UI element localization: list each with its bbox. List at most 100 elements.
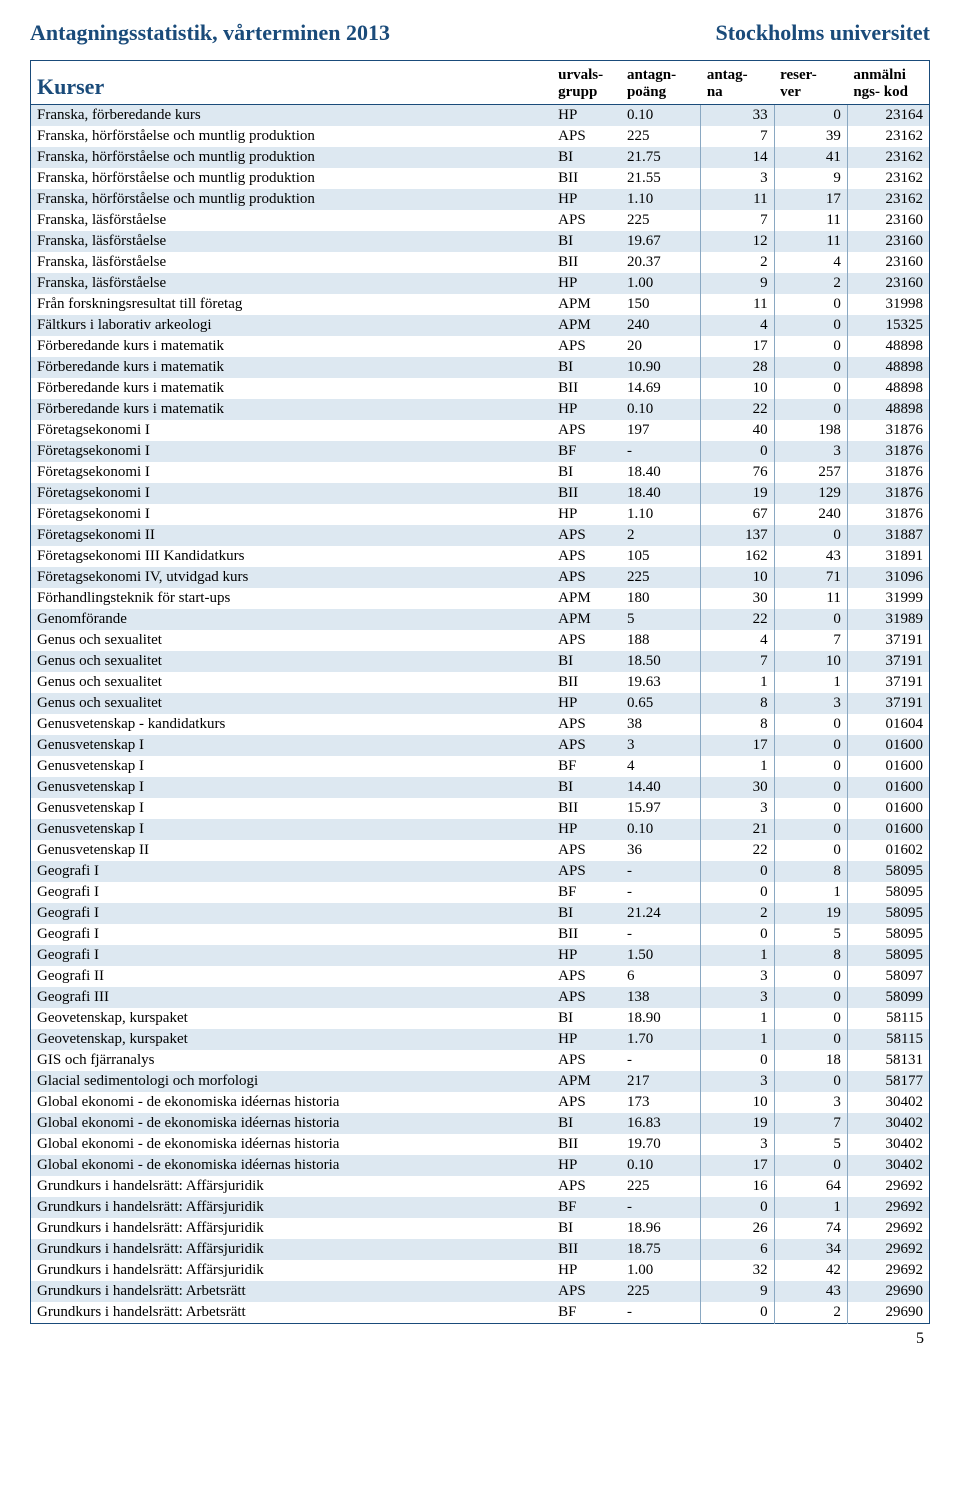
cell-kod: 29692 [847, 1197, 929, 1218]
cell-antagnpoang: 36 [621, 840, 701, 861]
cell-antagnpoang: 225 [621, 126, 701, 147]
cell-urvalsgrupp: APS [552, 861, 621, 882]
cell-urvalsgrupp: BI [552, 462, 621, 483]
table-row: Genus och sexualitetAPS1884737191 [31, 630, 930, 651]
cell-antagna: 17 [701, 735, 774, 756]
cell-antagna: 9 [701, 273, 774, 294]
cell-reserver: 10 [774, 651, 847, 672]
cell-reserver: 0 [774, 1029, 847, 1050]
cell-reserver: 0 [774, 315, 847, 336]
cell-urvalsgrupp: BI [552, 1218, 621, 1239]
table-row: Genus och sexualitetBI18.5071037191 [31, 651, 930, 672]
cell-urvalsgrupp: HP [552, 1155, 621, 1176]
cell-urvalsgrupp: BII [552, 168, 621, 189]
cell-urvalsgrupp: APS [552, 630, 621, 651]
cell-course-name: Grundkurs i handelsrätt: Affärsjuridik [31, 1239, 553, 1260]
cell-antagnpoang: - [621, 441, 701, 462]
cell-kod: 23164 [847, 105, 929, 127]
table-row: Grundkurs i handelsrätt: AffärsjuridikAP… [31, 1176, 930, 1197]
cell-antagna: 0 [701, 882, 774, 903]
header-urvals2: grupp [558, 84, 597, 100]
cell-course-name: Global ekonomi - de ekonomiska idéernas … [31, 1155, 553, 1176]
cell-urvalsgrupp: HP [552, 1260, 621, 1281]
cell-course-name: Genusvetenskap I [31, 819, 553, 840]
cell-antagna: 4 [701, 630, 774, 651]
cell-reserver: 11 [774, 210, 847, 231]
cell-kod: 37191 [847, 630, 929, 651]
cell-urvalsgrupp: BI [552, 231, 621, 252]
cell-kod: 31998 [847, 294, 929, 315]
cell-urvalsgrupp: APS [552, 1050, 621, 1071]
cell-antagna: 0 [701, 1302, 774, 1324]
cell-course-name: Genus och sexualitet [31, 672, 553, 693]
cell-urvalsgrupp: APS [552, 1281, 621, 1302]
cell-antagna: 4 [701, 315, 774, 336]
table-row: Förberedande kurs i matematikBII14.69100… [31, 378, 930, 399]
cell-urvalsgrupp: APM [552, 294, 621, 315]
table-row: Genusvetenskap IAPS317001600 [31, 735, 930, 756]
cell-reserver: 3 [774, 693, 847, 714]
cell-antagnpoang: 15.97 [621, 798, 701, 819]
cell-antagna: 19 [701, 483, 774, 504]
table-row: Företagsekonomi IBF-0331876 [31, 441, 930, 462]
cell-urvalsgrupp: HP [552, 819, 621, 840]
cell-reserver: 0 [774, 840, 847, 861]
cell-urvalsgrupp: APS [552, 336, 621, 357]
cell-course-name: Genusvetenskap II [31, 840, 553, 861]
cell-course-name: Grundkurs i handelsrätt: Affärsjuridik [31, 1260, 553, 1281]
cell-antagnpoang: 225 [621, 1176, 701, 1197]
cell-course-name: Företagsekonomi I [31, 462, 553, 483]
cell-course-name: Grundkurs i handelsrätt: Affärsjuridik [31, 1218, 553, 1239]
table-row: Global ekonomi - de ekonomiska idéernas … [31, 1092, 930, 1113]
table-row: Franska, hörförståelse och muntlig produ… [31, 189, 930, 210]
cell-reserver: 2 [774, 273, 847, 294]
cell-urvalsgrupp: APS [552, 1176, 621, 1197]
cell-urvalsgrupp: HP [552, 105, 621, 127]
cell-antagnpoang: 188 [621, 630, 701, 651]
cell-reserver: 5 [774, 924, 847, 945]
cell-antagnpoang: 217 [621, 1071, 701, 1092]
cell-reserver: 0 [774, 756, 847, 777]
cell-antagna: 1 [701, 1029, 774, 1050]
cell-reserver: 0 [774, 399, 847, 420]
cell-antagnpoang: 138 [621, 987, 701, 1008]
table-row: Företagsekonomi IAPS1974019831876 [31, 420, 930, 441]
cell-urvalsgrupp: BI [552, 147, 621, 168]
cell-antagnpoang: 105 [621, 546, 701, 567]
cell-kod: 58095 [847, 882, 929, 903]
cell-course-name: Förberedande kurs i matematik [31, 399, 553, 420]
cell-reserver: 34 [774, 1239, 847, 1260]
cell-antagna: 3 [701, 1071, 774, 1092]
cell-kod: 01604 [847, 714, 929, 735]
cell-antagnpoang: 10.90 [621, 357, 701, 378]
cell-kod: 29690 [847, 1302, 929, 1324]
cell-kod: 37191 [847, 693, 929, 714]
cell-urvalsgrupp: HP [552, 1029, 621, 1050]
cell-antagnpoang: 240 [621, 315, 701, 336]
table-row: Geografi IBI21.2421958095 [31, 903, 930, 924]
header-urvals1: urvals- [558, 67, 603, 83]
cell-urvalsgrupp: APS [552, 210, 621, 231]
cell-urvalsgrupp: APM [552, 315, 621, 336]
cell-reserver: 129 [774, 483, 847, 504]
table-row: Geovetenskap, kurspaketBI18.901058115 [31, 1008, 930, 1029]
table-row: Geografi IBII-0558095 [31, 924, 930, 945]
cell-course-name: Företagsekonomi I [31, 483, 553, 504]
cell-reserver: 0 [774, 777, 847, 798]
cell-antagnpoang: 1.50 [621, 945, 701, 966]
cell-reserver: 64 [774, 1176, 847, 1197]
cell-urvalsgrupp: HP [552, 399, 621, 420]
cell-urvalsgrupp: BI [552, 1008, 621, 1029]
cell-antagna: 3 [701, 966, 774, 987]
title-right: Stockholms universitet [716, 20, 931, 46]
cell-antagna: 3 [701, 168, 774, 189]
cell-course-name: Geografi III [31, 987, 553, 1008]
cell-course-name: Genus och sexualitet [31, 693, 553, 714]
header-reserver: reser- ver [774, 61, 847, 105]
cell-kod: 58115 [847, 1008, 929, 1029]
cell-course-name: Företagsekonomi I [31, 504, 553, 525]
cell-urvalsgrupp: BF [552, 1197, 621, 1218]
table-row: Geografi IBF-0158095 [31, 882, 930, 903]
cell-antagnpoang: 2 [621, 525, 701, 546]
cell-antagnpoang: 16.83 [621, 1113, 701, 1134]
